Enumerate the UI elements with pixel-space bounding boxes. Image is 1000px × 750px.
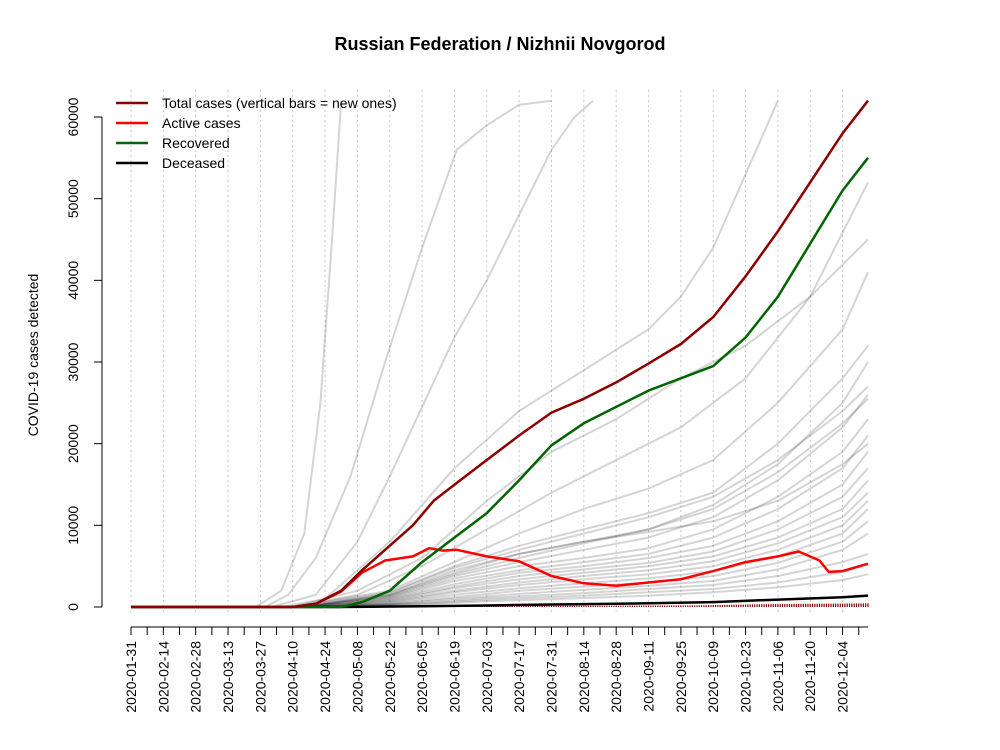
other-region-line — [327, 563, 869, 608]
x-tick-label: 2020-04-24 — [317, 641, 333, 713]
other-region-line — [292, 271, 869, 608]
other-region-line — [304, 394, 869, 608]
x-tick-label: 2020-07-03 — [479, 641, 495, 713]
other-region-line — [304, 418, 869, 608]
other-region-line — [292, 238, 869, 608]
other-region-line — [304, 434, 869, 608]
x-tick-label: 2020-10-23 — [738, 641, 754, 713]
x-tick-label: 2020-07-17 — [511, 641, 527, 713]
y-tick-label: 10000 — [65, 506, 81, 545]
legend-label: Active cases — [162, 115, 241, 131]
other-region-line — [297, 361, 869, 608]
legend: Total cases (vertical bars = new ones) Ac… — [116, 95, 397, 171]
x-tick-label: 2020-11-20 — [802, 641, 818, 712]
other-region-line — [327, 552, 869, 608]
x-tick-label: 2020-07-31 — [544, 641, 560, 713]
x-tick-label: 2020-10-09 — [705, 641, 721, 713]
x-tick-label: 2020-09-11 — [641, 641, 657, 712]
chart-title: Russian Federation / Nizhnii Novgorod — [334, 34, 665, 54]
x-tick-label: 2020-12-04 — [835, 641, 851, 713]
y-axis-label: COVID-19 cases detected — [25, 274, 41, 437]
other-region-line — [281, 100, 779, 608]
other-region-line — [315, 491, 869, 608]
other-region-line — [292, 181, 869, 608]
x-tick-label: 2020-08-14 — [576, 641, 592, 713]
other-region-line — [334, 573, 869, 608]
x-tick-label: 2020-03-27 — [252, 641, 268, 713]
x-tick-label: 2020-09-25 — [673, 641, 689, 713]
main-series-lines — [131, 99, 869, 609]
x-tick-label: 2020-06-19 — [446, 641, 462, 713]
x-tick-label: 2020-05-22 — [382, 641, 398, 713]
x-tick-label: 2020-02-14 — [155, 641, 171, 713]
other-region-line — [320, 532, 869, 608]
y-tick-label: 60000 — [65, 97, 81, 136]
x-tick-label: 2020-05-08 — [349, 641, 365, 713]
other-region-line — [271, 99, 594, 608]
x-tick-label: 2020-02-28 — [188, 641, 204, 713]
new-cases-bars — [303, 603, 869, 607]
other-region-line — [315, 508, 869, 608]
other-region-line — [311, 451, 869, 608]
other-region-line — [311, 479, 869, 608]
x-tick-label: 2020-08-28 — [608, 641, 624, 713]
y-tick-label: 0 — [65, 603, 81, 611]
y-tick-label: 20000 — [65, 424, 81, 463]
other-region-line — [297, 345, 869, 608]
x-tick-label: 2020-01-31 — [123, 641, 139, 713]
other-region-line — [315, 500, 869, 608]
x-tick-label: 2020-04-10 — [285, 641, 301, 713]
legend-label: Total cases (vertical bars = new ones) — [162, 95, 397, 111]
series-line-3 — [131, 594, 869, 609]
other-region-line — [264, 99, 552, 608]
series-line-1 — [131, 546, 869, 609]
other-region-line — [311, 467, 869, 608]
other-region-line — [304, 442, 869, 608]
series-line-2 — [131, 157, 869, 609]
x-tick-label: 2020-06-05 — [414, 641, 430, 713]
y-tick-label: 30000 — [65, 342, 81, 381]
other-region-line — [304, 398, 869, 608]
other-region-line — [304, 385, 869, 608]
other-regions-lines — [255, 99, 869, 608]
y-tick-label: 40000 — [65, 261, 81, 300]
y-axis: 0 10000 20000 30000 40000 50000 60000 — [65, 97, 103, 611]
legend-label: Recovered — [162, 135, 230, 151]
y-tick-label: 50000 — [65, 179, 81, 218]
legend-label: Deceased — [162, 155, 225, 171]
series-line-0 — [131, 99, 869, 609]
x-axis: 2020-01-31 2020-02-14 2020-02-28 2020-03-13… — [123, 626, 868, 713]
x-tick-label: 2020-11-06 — [770, 641, 786, 712]
other-region-line — [255, 100, 343, 608]
x-tick-label: 2020-03-13 — [220, 641, 236, 713]
